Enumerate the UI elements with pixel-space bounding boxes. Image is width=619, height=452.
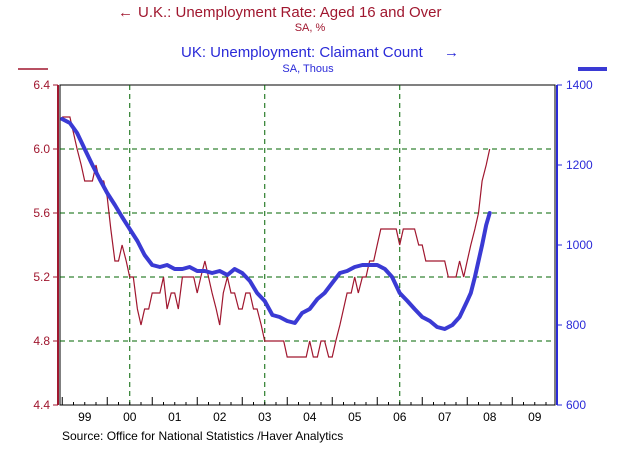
x-tick-label: 08 (483, 410, 497, 424)
x-tick-label: 07 (438, 410, 452, 424)
y-left-tick-label: 4.8 (33, 334, 50, 348)
right-series-units: SA, Thous (282, 63, 334, 75)
x-tick-label: 06 (393, 410, 407, 424)
right-series-title: UK: Unemployment: Claimant Count (181, 44, 424, 61)
y-left-tick-label: 5.2 (33, 270, 50, 284)
y-right-tick-label: 1400 (566, 78, 593, 92)
left-series-units: SA, % (295, 22, 326, 34)
x-tick-label: 09 (528, 410, 542, 424)
y-left-tick-label: 6.4 (33, 78, 50, 92)
x-tick-label: 04 (303, 410, 317, 424)
axis-ticks: 6.4 6.0 5.6 5.2 4.8 4.4 1400 1200 1000 800 600 99 00… (33, 78, 593, 424)
y-right-tick-label: 600 (566, 398, 586, 412)
gridlines (60, 85, 555, 405)
unemployment-rate-series (62, 116, 491, 358)
claimant-count-series (60, 117, 492, 331)
y-left-tick-label: 4.4 (33, 398, 50, 412)
x-tick-label: 05 (348, 410, 362, 424)
claimant-count-line (60, 117, 492, 331)
x-tick-label: 00 (123, 410, 137, 424)
left-title-arrow: ← (118, 4, 133, 21)
x-tick-label: 01 (168, 410, 182, 424)
right-title-arrow: → (444, 44, 459, 61)
y-right-tick-label: 1000 (566, 238, 593, 252)
y-left-tick-label: 5.6 (33, 206, 50, 220)
plot-area (59, 84, 556, 406)
x-tick-label: 99 (78, 410, 92, 424)
left-series-title: U.K.: Unemployment Rate: Aged 16 and Ove… (138, 4, 442, 21)
source-note: Source: Office for National Statistics /… (62, 429, 343, 443)
x-tick-label: 02 (213, 410, 227, 424)
unemployment-rate-line (62, 116, 491, 358)
y-right-tick-label: 800 (566, 318, 586, 332)
y-left-tick-label: 6.0 (33, 142, 50, 156)
x-tick-label: 03 (258, 410, 272, 424)
y-right-tick-label: 1200 (566, 158, 593, 172)
